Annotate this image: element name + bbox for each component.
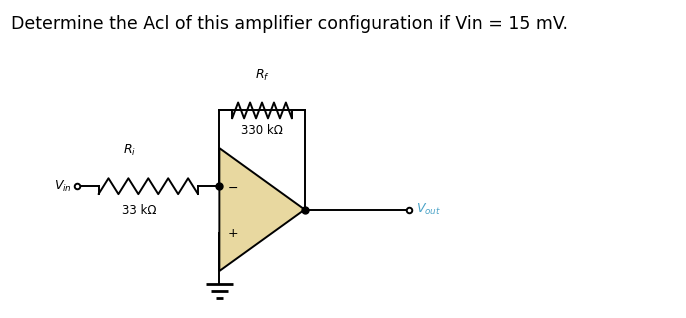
Text: $+$: $+$ <box>227 227 238 240</box>
Text: $R_i$: $R_i$ <box>123 143 136 158</box>
Text: $R_f$: $R_f$ <box>255 67 270 83</box>
Polygon shape <box>220 148 305 271</box>
Text: $V_{in}$: $V_{in}$ <box>54 179 71 194</box>
Text: $V_{out}$: $V_{out}$ <box>416 202 440 217</box>
Text: Determine the Acl of this amplifier configuration if Vin = 15 mV.: Determine the Acl of this amplifier conf… <box>11 15 568 33</box>
Text: 33 kΩ: 33 kΩ <box>121 204 156 217</box>
Text: 330 kΩ: 330 kΩ <box>241 124 283 137</box>
Text: $-$: $-$ <box>227 181 238 194</box>
